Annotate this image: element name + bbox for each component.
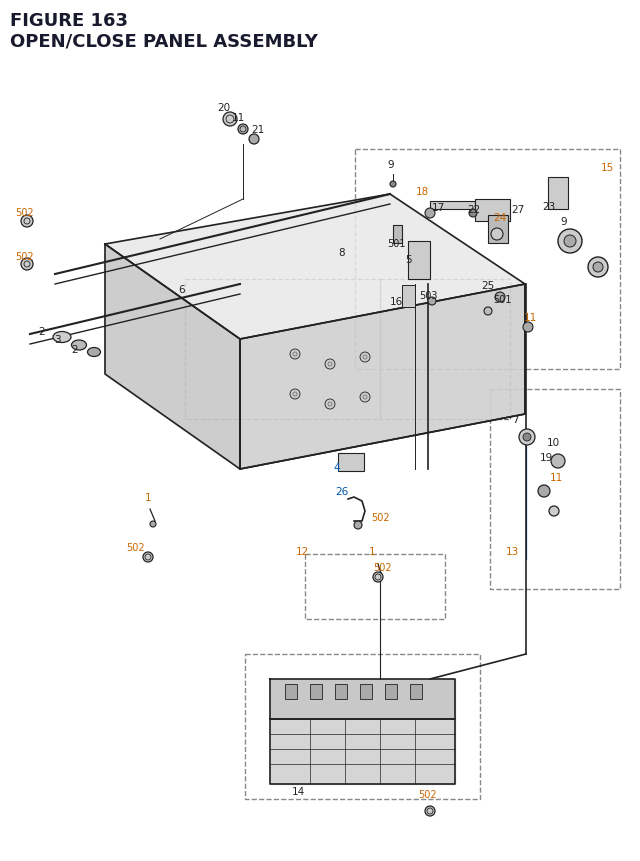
Text: 502: 502	[125, 542, 144, 553]
Circle shape	[484, 307, 492, 316]
Text: 5: 5	[404, 255, 412, 264]
Text: 1: 1	[369, 547, 375, 556]
Ellipse shape	[53, 332, 71, 343]
Text: 13: 13	[506, 547, 518, 556]
Text: 2: 2	[72, 344, 78, 355]
Circle shape	[373, 573, 383, 582]
Circle shape	[249, 135, 259, 145]
Circle shape	[549, 506, 559, 517]
Circle shape	[360, 353, 370, 362]
Text: 4: 4	[333, 462, 340, 473]
Text: 18: 18	[415, 187, 429, 197]
Polygon shape	[240, 285, 525, 469]
Text: 1: 1	[145, 492, 151, 503]
Text: 7: 7	[512, 414, 518, 424]
Bar	[335, 684, 347, 699]
Text: 26: 26	[335, 486, 349, 497]
Bar	[360, 684, 372, 699]
Circle shape	[564, 236, 576, 248]
Text: 9: 9	[388, 160, 394, 170]
Circle shape	[523, 323, 533, 332]
Circle shape	[519, 430, 535, 445]
Circle shape	[238, 125, 248, 135]
Circle shape	[425, 806, 435, 816]
Text: 502: 502	[419, 789, 437, 799]
Text: 21: 21	[252, 125, 264, 135]
Bar	[410, 684, 422, 699]
Bar	[393, 226, 402, 244]
Bar	[475, 200, 510, 222]
Text: 12: 12	[296, 547, 308, 556]
Circle shape	[425, 208, 435, 219]
Circle shape	[360, 393, 370, 403]
Text: 19: 19	[540, 453, 552, 462]
Bar	[402, 286, 415, 307]
Text: 503: 503	[419, 291, 437, 300]
Text: 22: 22	[467, 205, 481, 214]
Bar	[338, 454, 364, 472]
Circle shape	[523, 433, 531, 442]
Text: 10: 10	[547, 437, 559, 448]
Polygon shape	[270, 679, 455, 719]
Text: 501: 501	[387, 238, 405, 249]
Text: 501: 501	[493, 294, 511, 305]
Bar	[488, 216, 508, 244]
Text: 25: 25	[481, 281, 495, 291]
Circle shape	[325, 400, 335, 410]
Text: 2: 2	[38, 326, 45, 337]
Circle shape	[495, 293, 505, 303]
Circle shape	[290, 350, 300, 360]
Text: 20: 20	[218, 102, 230, 113]
Circle shape	[223, 113, 237, 127]
Bar	[548, 177, 568, 210]
Text: 502: 502	[371, 512, 389, 523]
Circle shape	[150, 522, 156, 528]
Bar	[408, 242, 430, 280]
Text: 6: 6	[179, 285, 186, 294]
Text: 17: 17	[431, 202, 445, 213]
Circle shape	[354, 522, 362, 530]
Text: 502: 502	[15, 208, 34, 218]
Circle shape	[325, 360, 335, 369]
Text: 16: 16	[389, 297, 403, 307]
Text: 23: 23	[542, 201, 556, 212]
Bar	[430, 201, 475, 210]
Text: OPEN/CLOSE PANEL ASSEMBLY: OPEN/CLOSE PANEL ASSEMBLY	[10, 32, 318, 50]
Circle shape	[593, 263, 603, 273]
Text: 11: 11	[549, 473, 563, 482]
Text: 502: 502	[372, 562, 391, 573]
Text: 8: 8	[339, 248, 346, 257]
Text: 3: 3	[54, 335, 60, 344]
Circle shape	[588, 257, 608, 278]
Bar	[285, 684, 297, 699]
Text: 9: 9	[561, 217, 567, 226]
Circle shape	[143, 553, 153, 562]
Bar	[310, 684, 322, 699]
Text: 24: 24	[493, 213, 507, 223]
Text: 15: 15	[600, 163, 614, 173]
Text: FIGURE 163: FIGURE 163	[10, 12, 128, 30]
Bar	[385, 684, 397, 699]
Circle shape	[491, 229, 503, 241]
Ellipse shape	[88, 348, 100, 357]
Circle shape	[558, 230, 582, 254]
Text: 11: 11	[524, 313, 536, 323]
Circle shape	[390, 182, 396, 188]
Text: 14: 14	[291, 786, 305, 796]
Text: 27: 27	[511, 205, 525, 214]
Text: 502: 502	[15, 251, 34, 262]
Polygon shape	[105, 245, 240, 469]
Circle shape	[290, 389, 300, 400]
Circle shape	[469, 210, 477, 218]
Polygon shape	[105, 195, 525, 339]
Circle shape	[21, 216, 33, 228]
Circle shape	[428, 298, 436, 306]
Circle shape	[551, 455, 565, 468]
Circle shape	[21, 258, 33, 270]
Text: 11: 11	[232, 113, 244, 123]
Polygon shape	[270, 719, 455, 784]
Ellipse shape	[72, 341, 86, 350]
Circle shape	[538, 486, 550, 498]
